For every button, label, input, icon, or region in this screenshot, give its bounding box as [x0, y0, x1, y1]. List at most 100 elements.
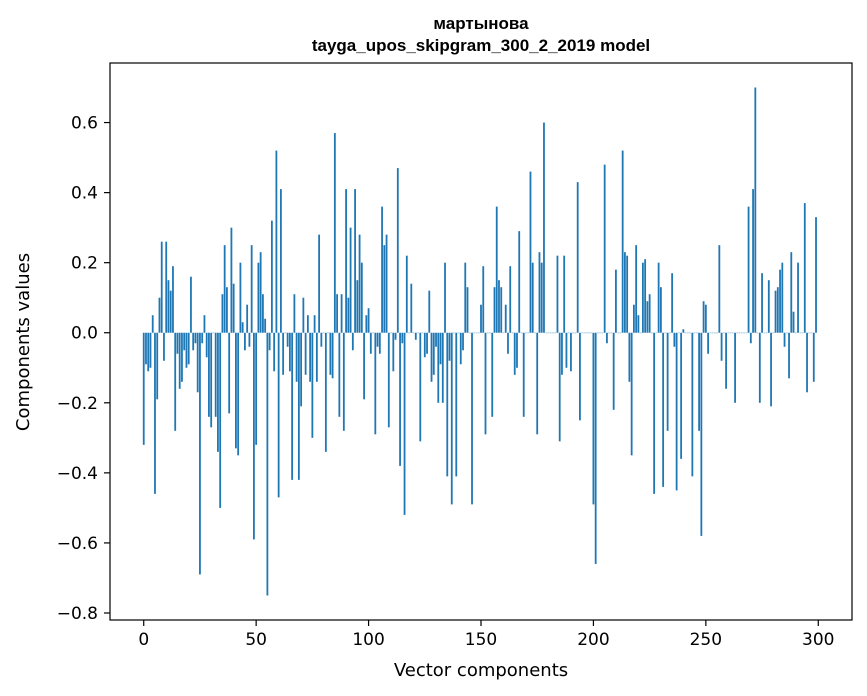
bar: [682, 329, 685, 333]
x-tick-label: 100: [352, 630, 384, 650]
bar: [513, 332, 516, 375]
bar: [288, 332, 291, 372]
x-axis-label: Vector components: [394, 660, 568, 681]
bar: [365, 315, 368, 333]
bar: [333, 133, 336, 333]
bar: [401, 332, 404, 344]
bar: [183, 332, 186, 351]
bar: [306, 315, 309, 333]
bar: [201, 332, 204, 344]
bar: [270, 220, 273, 333]
bar: [342, 332, 345, 431]
bar: [181, 332, 183, 382]
bar: [644, 259, 647, 333]
bar: [439, 332, 442, 365]
bar: [653, 332, 656, 494]
bar: [680, 332, 683, 459]
bar: [790, 252, 793, 333]
bar: [579, 332, 581, 421]
bar: [758, 332, 761, 403]
bar: [262, 294, 264, 333]
bar: [558, 332, 561, 442]
bar: [718, 245, 721, 333]
bar: [720, 332, 723, 361]
bar: [268, 332, 271, 351]
chart-title: мартынова tayga_upos_skipgram_300_2_2019…: [312, 14, 650, 55]
bar: [410, 283, 413, 333]
bar: [698, 332, 700, 431]
bar: [147, 332, 150, 372]
bar: [367, 308, 370, 333]
bar: [230, 227, 233, 333]
bar: [241, 322, 244, 333]
bar: [480, 304, 482, 333]
bar: [223, 245, 226, 333]
bar: [734, 332, 736, 403]
bar: [399, 332, 401, 466]
bar: [336, 294, 338, 333]
bar: [313, 315, 316, 333]
bar: [331, 332, 334, 379]
bar: [518, 231, 521, 333]
bar: [324, 332, 327, 452]
bar: [803, 203, 806, 333]
bar: [594, 332, 597, 564]
bar: [264, 318, 267, 333]
bar: [691, 332, 694, 477]
bar: [761, 273, 763, 333]
bar: [659, 287, 662, 333]
bar: [570, 332, 572, 372]
bar: [293, 294, 296, 333]
bar: [426, 332, 428, 354]
bar: [484, 332, 487, 435]
bar: [529, 171, 532, 333]
bar: [257, 262, 260, 333]
bar: [297, 332, 300, 480]
bar: [615, 269, 617, 333]
bar: [774, 290, 777, 333]
bar: [158, 297, 161, 333]
bar: [641, 262, 644, 333]
bar: [275, 150, 278, 333]
bar: [259, 252, 262, 333]
bar: [217, 332, 219, 452]
bar: [237, 332, 240, 456]
bar: [228, 332, 231, 414]
bar: [244, 332, 246, 351]
bar: [221, 294, 224, 333]
bar: [351, 332, 354, 351]
bar: [455, 332, 458, 477]
y-tick-label: −0.6: [57, 534, 98, 554]
bar: [320, 332, 323, 347]
bar: [495, 206, 498, 333]
bar: [621, 150, 624, 333]
bar: [378, 332, 381, 354]
bar: [248, 332, 251, 347]
bar: [172, 266, 174, 333]
bar: [246, 304, 249, 333]
bar: [196, 332, 199, 393]
bar: [666, 332, 669, 431]
bar: [304, 332, 307, 375]
bar: [531, 262, 534, 333]
bar: [673, 332, 676, 347]
bar: [500, 287, 503, 333]
bar: [435, 332, 437, 347]
bar: [300, 332, 303, 407]
bar: [354, 189, 356, 333]
bar: [561, 332, 563, 375]
bar: [255, 332, 258, 445]
bar: [273, 332, 276, 372]
bar: [606, 332, 608, 344]
bar: [205, 332, 208, 358]
bar: [815, 217, 817, 333]
bar: [779, 269, 781, 333]
bar: [163, 332, 165, 361]
bar: [396, 168, 399, 333]
bar: [160, 241, 163, 333]
bar: [540, 262, 543, 333]
bar: [178, 332, 181, 389]
bar: [405, 255, 408, 333]
bar: [792, 311, 795, 333]
